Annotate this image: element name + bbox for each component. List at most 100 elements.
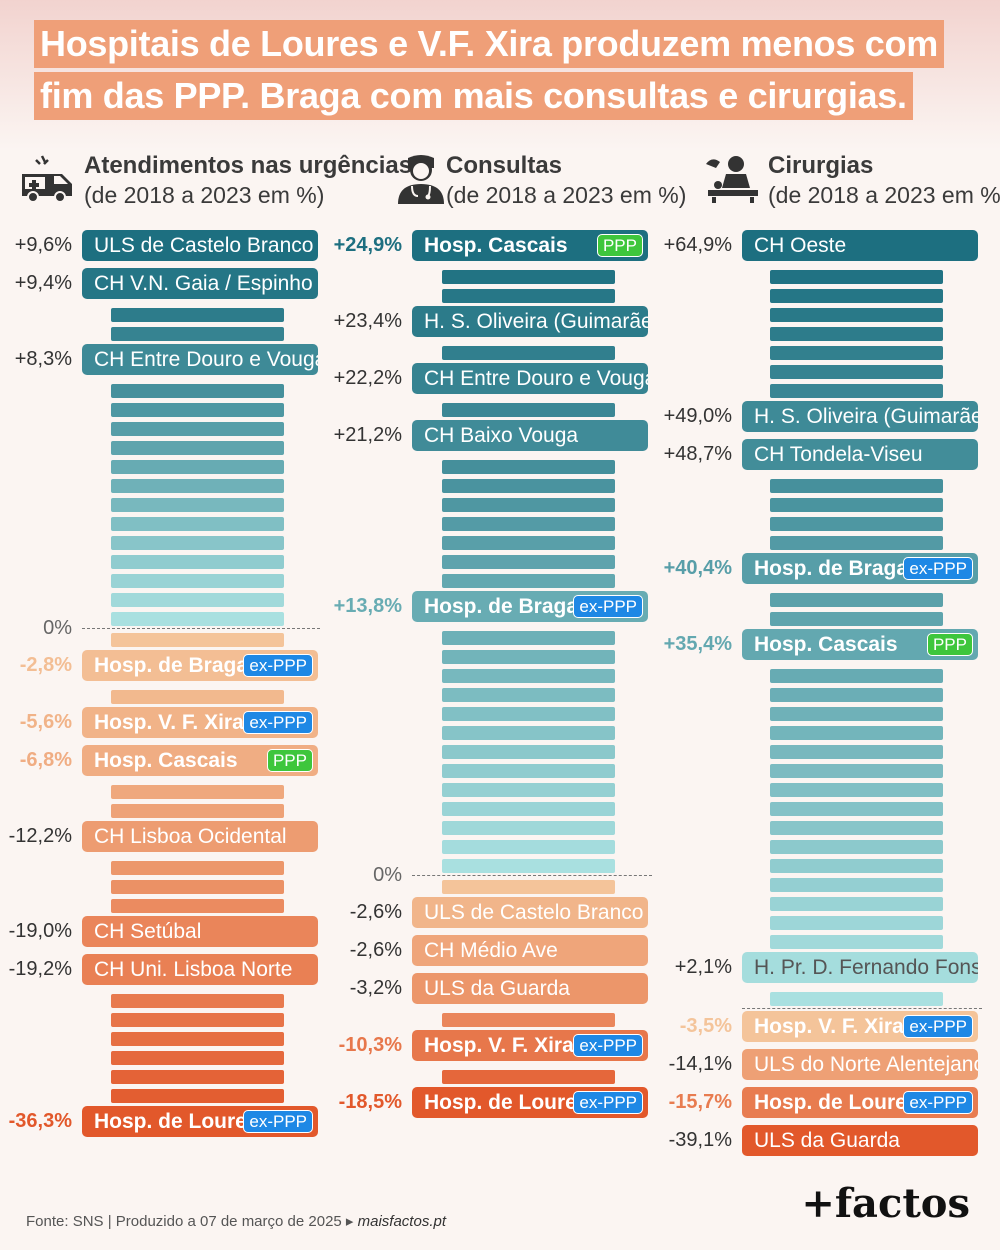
bar-label: CH Entre Douro e Vouga: [94, 347, 318, 371]
value-label: -10,3%: [338, 1034, 402, 1056]
bar-hosp-cascais: Hosp. Cascais PPP: [412, 230, 648, 261]
bar-uls-da-guarda: ULS da Guarda: [742, 1125, 978, 1156]
bar-label: CH Médio Ave: [424, 938, 558, 962]
bar-label: CH Uni. Lisboa Norte: [94, 957, 293, 981]
chart-stripe: [111, 994, 284, 1008]
value-label: -3,2%: [349, 977, 402, 999]
value-label: -2,6%: [349, 939, 402, 961]
ppp-badge: PPP: [926, 633, 973, 656]
chart-stripe: [111, 574, 284, 588]
bar-uls-de-castelo-branco: ULS de Castelo Branco: [412, 897, 648, 928]
bar-label: Hosp. de Loures: [754, 1090, 919, 1114]
chart-stripe: [111, 384, 284, 398]
urgencias-header: Atendimentos nas urgências (de 2018 a 20…: [18, 152, 412, 214]
bar-uls-da-guarda: ULS da Guarda: [412, 973, 648, 1004]
bar-label: Hosp. V. F. Xira: [424, 1033, 574, 1057]
chart-stripe: [111, 460, 284, 474]
chart-stripe: [770, 612, 943, 626]
chart-stripe: [111, 804, 284, 818]
value-label: +22,2%: [333, 367, 402, 389]
chart-stripe: [442, 1013, 615, 1027]
bar-label: CH V.N. Gaia / Espinho: [94, 271, 313, 295]
ex-ppp-badge: ex-PPP: [243, 711, 313, 734]
bar-hosp-de-loures: Hosp. de Loures ex-PPP: [412, 1087, 648, 1118]
chart-stripe: [442, 289, 615, 303]
bar-h-pr-d-fernando-fonseca: H. Pr. D. Fernando Fonseca: [742, 952, 978, 983]
bar-hosp-de-loures: Hosp. de Loures ex-PPP: [742, 1087, 978, 1118]
bar-hosp-v-f-xira: Hosp. V. F. Xira ex-PPP: [412, 1030, 648, 1061]
chart-stripe: [111, 1013, 284, 1027]
chart-stripe: [770, 308, 943, 322]
bar-ch-tondela-viseu: CH Tondela-Viseu: [742, 439, 978, 470]
chart-stripe: [442, 1070, 615, 1084]
chart-stripe: [442, 574, 615, 588]
bar-hosp-de-braga: Hosp. de Braga ex-PPP: [742, 553, 978, 584]
chart-stripe: [770, 517, 943, 531]
bar-label: Hosp. de Loures: [94, 1109, 259, 1133]
value-label: -19,0%: [8, 920, 72, 942]
chart-stripe: [770, 270, 943, 284]
chart-stripe: [111, 1051, 284, 1065]
bar-label: Hosp. V. F. Xira: [754, 1014, 904, 1038]
bar-uls-do-norte-alentejano: ULS do Norte Alentejano: [742, 1049, 978, 1080]
bar-hosp-v-f-xira: Hosp. V. F. Xira ex-PPP: [82, 707, 318, 738]
chart-stripe: [111, 1070, 284, 1084]
ppp-badge: PPP: [596, 234, 643, 257]
bar-hosp-de-loures: Hosp. de Loures ex-PPP: [82, 1106, 318, 1137]
chart-stripe: [770, 289, 943, 303]
ex-ppp-badge: ex-PPP: [573, 1091, 643, 1114]
ex-ppp-badge: ex-PPP: [903, 557, 973, 580]
value-label: -2,8%: [19, 654, 72, 676]
chart-stripe: [111, 422, 284, 436]
cirurgias-subtitle: (de 2018 a 2023 em %): [768, 182, 1000, 208]
bar-label: CH Tondela-Viseu: [754, 442, 923, 466]
bar-label: H. S. Oliveira (Guimarães): [754, 404, 978, 428]
bar-label: Hosp. de Braga: [754, 556, 909, 580]
chart-stripe: [770, 479, 943, 493]
chart-stripe: [111, 498, 284, 512]
chart-stripe: [442, 536, 615, 550]
footer-site-link[interactable]: maisfactos.pt: [357, 1213, 446, 1230]
bar-ch-entre-douro-e-vouga: CH Entre Douro e Vouga: [412, 363, 648, 394]
chart-stripe: [770, 688, 943, 702]
chart-stripe: [442, 688, 615, 702]
bar-label: H. S. Oliveira (Guimarães): [424, 309, 648, 333]
page-title: Hospitais de Loures e V.F. Xira produzem…: [34, 20, 974, 124]
chart-stripe: [770, 745, 943, 759]
bar-label: Hosp. de Loures: [424, 1090, 589, 1114]
bar-label: ULS da Guarda: [754, 1128, 900, 1152]
value-label: +8,3%: [14, 348, 72, 370]
bar-h-s-oliveira-guimar-es: H. S. Oliveira (Guimarães): [412, 306, 648, 337]
chart-stripe: [111, 517, 284, 531]
surgeon-icon: [706, 156, 758, 203]
zero-line: [82, 628, 320, 629]
title-line-1: Hospitais de Loures e V.F. Xira produzem…: [34, 20, 944, 68]
chart-stripe: [111, 612, 284, 626]
title-line-2: fim das PPP. Braga com mais consultas e …: [34, 72, 913, 120]
value-label: +9,6%: [14, 234, 72, 256]
chart-stripe: [111, 555, 284, 569]
value-label: -14,1%: [668, 1053, 732, 1075]
bar-label: Hosp. Cascais: [754, 632, 898, 656]
chart-stripe: [442, 783, 615, 797]
value-label: +24,9%: [333, 234, 402, 256]
consultas-header: Consultas (de 2018 a 2023 em %): [392, 152, 686, 214]
chart-stripe: [442, 707, 615, 721]
bar-hosp-cascais: Hosp. Cascais PPP: [742, 629, 978, 660]
chart-stripe: [770, 365, 943, 379]
bar-ch-set-bal: CH Setúbal: [82, 916, 318, 947]
urgencias-subtitle: (de 2018 a 2023 em %): [84, 182, 325, 208]
bar-label: ULS de Castelo Branco: [424, 900, 644, 924]
chart-stripe: [770, 783, 943, 797]
chart-stripe: [770, 707, 943, 721]
chart-stripe: [442, 880, 615, 894]
chart-stripe: [442, 460, 615, 474]
chart-stripe: [442, 403, 615, 417]
value-label: -5,6%: [19, 711, 72, 733]
brand-logo: +factos: [801, 1180, 970, 1227]
chart-stripe: [111, 593, 284, 607]
value-label: +40,4%: [663, 557, 732, 579]
chart-stripe: [442, 346, 615, 360]
value-label: -3,5%: [679, 1015, 732, 1037]
chart-stripe: [111, 861, 284, 875]
